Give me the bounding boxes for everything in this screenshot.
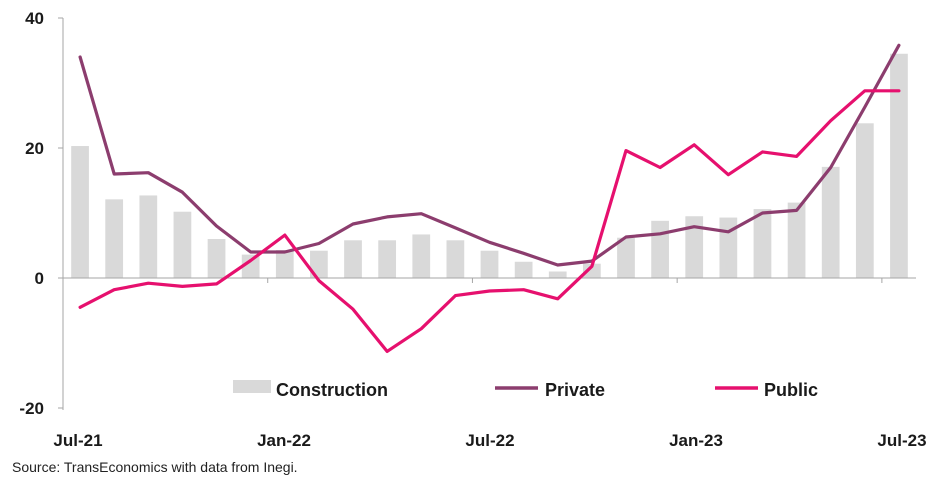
x-tick-label: Jul-22 bbox=[465, 431, 514, 450]
bar-construction bbox=[548, 271, 567, 278]
bar-construction bbox=[310, 250, 328, 278]
legend-label-private: Private bbox=[545, 380, 605, 400]
bar-construction bbox=[207, 239, 226, 278]
bar-construction bbox=[275, 250, 294, 278]
x-tick-label: Jul-23 bbox=[877, 431, 926, 450]
bar-construction bbox=[139, 195, 158, 278]
bar-construction bbox=[582, 263, 601, 278]
bar-construction bbox=[617, 237, 635, 278]
bar-construction bbox=[378, 240, 397, 278]
legend: Construction Private Public bbox=[233, 380, 818, 400]
bar-construction bbox=[446, 240, 465, 278]
bar-construction bbox=[855, 123, 874, 278]
bar-construction bbox=[685, 216, 704, 278]
bar-construction bbox=[480, 250, 499, 278]
series-lines bbox=[78, 43, 901, 353]
y-tick-label: 20 bbox=[25, 139, 44, 158]
line-public bbox=[78, 89, 901, 353]
x-tick-label: Jan-22 bbox=[257, 431, 311, 450]
x-tick-labels: Jul-21 Jan-22 Jul-22 Jan-23 Jul-23 bbox=[53, 431, 926, 450]
source-note: Source: TransEconomics with data from In… bbox=[12, 459, 298, 475]
bar-construction bbox=[890, 53, 908, 278]
y-tick-marks bbox=[58, 17, 63, 409]
y-tick-label: 0 bbox=[35, 269, 44, 288]
y-tick-label: 40 bbox=[25, 9, 44, 28]
bar-construction bbox=[173, 211, 192, 278]
bar-construction bbox=[514, 261, 533, 278]
legend-swatch-construction bbox=[233, 380, 271, 393]
construction-bars bbox=[71, 53, 908, 278]
bar-construction bbox=[821, 166, 840, 278]
y-tick-labels: 40 20 0 -20 bbox=[19, 9, 44, 418]
line-private bbox=[78, 43, 901, 267]
bar-construction bbox=[787, 202, 806, 278]
bar-construction bbox=[753, 209, 772, 278]
bar-construction bbox=[105, 199, 124, 278]
bar-construction bbox=[344, 240, 362, 278]
y-tick-label: -20 bbox=[19, 399, 44, 418]
axes bbox=[58, 17, 916, 410]
bar-construction bbox=[71, 146, 89, 278]
bar-construction bbox=[241, 254, 260, 278]
x-tick-marks bbox=[62, 278, 883, 283]
legend-label-public: Public bbox=[764, 380, 818, 400]
legend-label-construction: Construction bbox=[276, 380, 388, 400]
bar-construction bbox=[651, 220, 669, 278]
x-tick-label: Jan-23 bbox=[669, 431, 723, 450]
x-tick-label: Jul-21 bbox=[53, 431, 102, 450]
bar-construction bbox=[412, 234, 431, 278]
